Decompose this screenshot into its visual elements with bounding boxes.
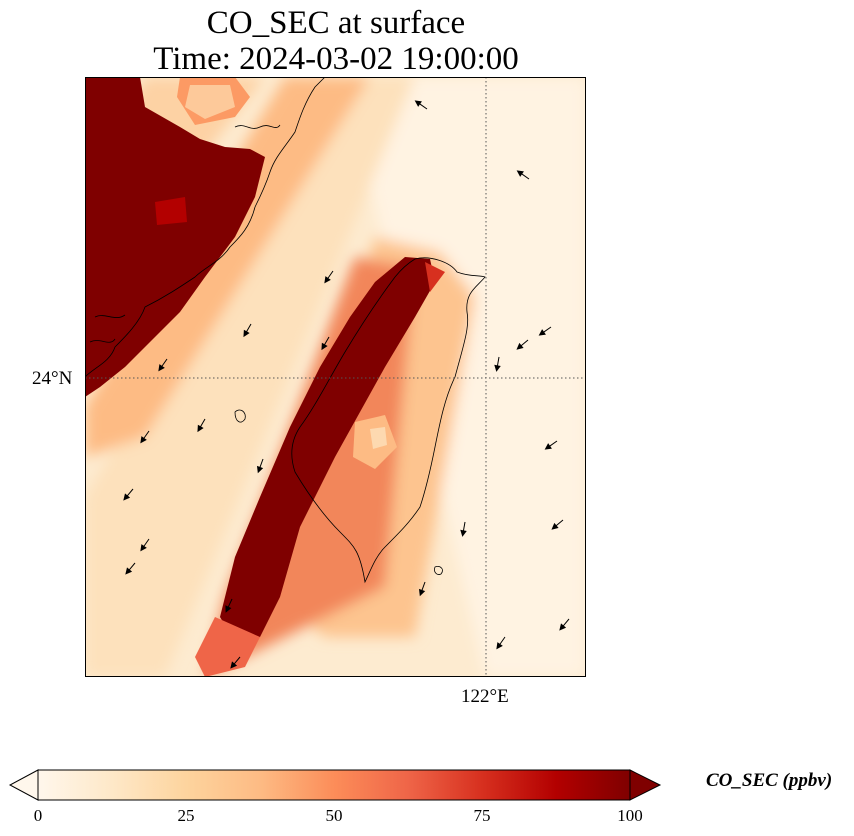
colorbar-tick-label: 50 — [325, 806, 343, 825]
taiwan-coastline — [291, 257, 486, 584]
wind-arrow — [559, 618, 570, 631]
wind-arrow — [414, 100, 428, 110]
plot-title: CO_SEC at surface — [206, 5, 466, 41]
colorbar — [8, 769, 662, 801]
wind-arrow — [243, 323, 252, 338]
colorbar-extend-max — [629, 769, 662, 801]
wind-arrow — [321, 336, 330, 351]
wind-arrow — [123, 488, 134, 501]
high-concentration-plume-taiwan — [195, 257, 445, 677]
colorbar-gradient — [37, 769, 631, 801]
wind-arrow — [140, 430, 150, 444]
wind-arrow — [324, 270, 334, 284]
wind-arrow — [460, 521, 467, 537]
colorbar-tick-label: 100 — [617, 806, 643, 825]
gridlines — [85, 77, 586, 677]
high-concentration-plume-north — [85, 77, 265, 397]
colorbar-extend-min — [8, 769, 39, 801]
penghu-islands — [234, 409, 246, 423]
wind-arrow — [516, 170, 530, 180]
wind-arrow — [516, 339, 529, 350]
colorbar-label: CO_SEC (ppbv) — [706, 770, 833, 791]
map-frame — [85, 77, 586, 677]
colorbar-tick-label: 75 — [473, 806, 491, 825]
wind-arrow — [256, 458, 264, 474]
china-coastline — [85, 77, 326, 378]
wind-arrow — [197, 418, 206, 433]
wind-arrow — [494, 356, 501, 372]
wind-arrow — [230, 656, 241, 669]
wind-vectors — [123, 100, 570, 669]
wind-arrow — [140, 538, 150, 552]
wind-arrow — [538, 326, 552, 336]
longitude-tick-label: 122°E — [461, 686, 509, 707]
concentration-map — [85, 77, 586, 677]
wind-arrow — [544, 440, 558, 450]
wind-arrow — [551, 519, 564, 530]
wind-arrow — [158, 358, 168, 372]
coastlines — [85, 77, 486, 584]
wind-arrow — [125, 562, 136, 575]
plot-subtitle-time: Time: 2024-03-02 19:00:00 — [153, 41, 519, 77]
latitude-tick-label: 24°N — [32, 368, 73, 389]
wind-arrow — [225, 598, 233, 613]
colorbar-tick-label: 0 — [33, 806, 43, 825]
wind-arrow — [418, 581, 426, 597]
wind-arrow — [496, 636, 506, 650]
colorbar-tick-label: 25 — [177, 806, 195, 825]
